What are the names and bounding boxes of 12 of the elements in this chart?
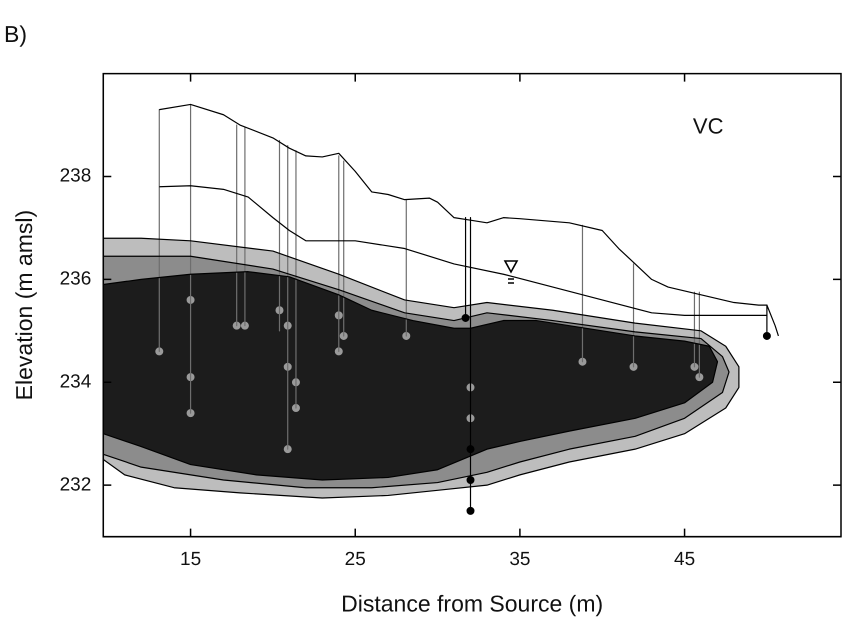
x-axis-title: Distance from Source (m) <box>341 590 604 617</box>
x-tick-label: 15 <box>180 549 202 570</box>
chart-title: B) <box>4 21 27 48</box>
y-tick-label: 236 <box>60 268 92 290</box>
y-tick-label: 238 <box>60 166 92 187</box>
y-tick-label: 232 <box>60 474 92 496</box>
annotation: VC <box>692 114 724 139</box>
x-tick-label: 35 <box>509 549 530 570</box>
x-tick-label: 45 <box>674 549 696 570</box>
x-tick-label: 25 <box>344 549 366 570</box>
y-tick-label: 234 <box>60 372 92 392</box>
y-axis-title: Elevation (m amsl) <box>11 210 38 400</box>
